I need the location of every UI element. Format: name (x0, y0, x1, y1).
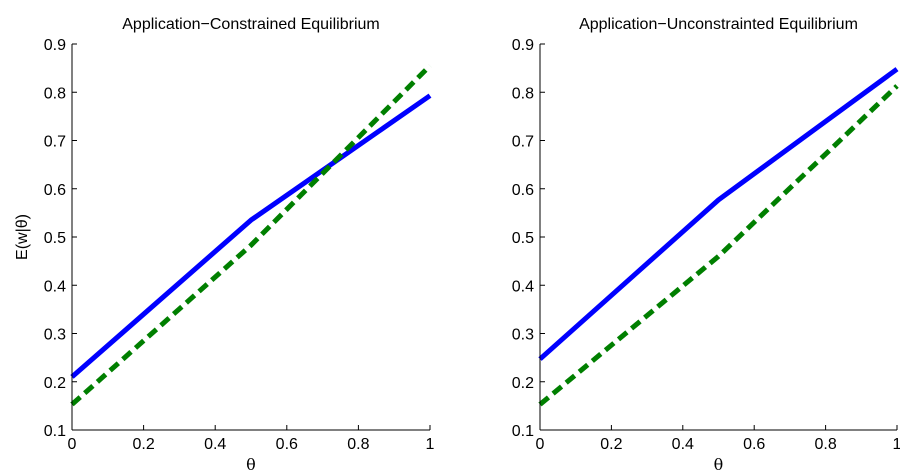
right-chart-x-tick-label: 0.2 (600, 436, 622, 453)
right-chart-xlabel: θ (714, 455, 724, 474)
right-chart-series-solid-blue-line (538, 67, 899, 361)
right-chart-x-tick-label: 1 (893, 436, 900, 453)
right-chart-y-tick-label: 0.8 (512, 85, 534, 102)
left-chart-y-tick-label: 0.5 (44, 230, 66, 247)
left-chart-y-tick-label: 0.6 (44, 182, 66, 199)
right-chart-x-tick-label: 0.6 (743, 436, 765, 453)
right-chart-y-tick-label: 0.2 (512, 375, 534, 392)
right-chart-y-tick-label: 0.3 (512, 327, 534, 344)
right-chart-y-tick-label: 0.1 (512, 423, 534, 440)
left-chart-x-tick-label: 0.6 (276, 436, 298, 453)
right-chart-title: Application−Unconstrainted Equilibrium (579, 16, 858, 33)
left-chart-y-tick-label: 0.7 (44, 134, 66, 151)
right-chart-y-tick-label: 0.4 (512, 278, 534, 295)
right-chart-y-tick-label: 0.5 (512, 230, 534, 247)
left-chart-series-dashed-green-line (70, 63, 432, 407)
left-chart-title: Application−Constrained Equilibrium (122, 16, 379, 33)
left-chart-ylabel: E(w|θ) (14, 214, 31, 260)
left-chart-y-tick-label: 0.2 (44, 375, 66, 392)
left-chart-x-tick-label: 0.8 (347, 436, 369, 453)
right-chart-x-tick-label: 0.4 (672, 436, 694, 453)
left-chart-panel: Application−Constrained Equilibrium E(w|… (14, 16, 435, 474)
left-chart-y-tick-label: 0.1 (44, 423, 66, 440)
left-chart-x-tick-label: 0 (68, 436, 77, 453)
right-chart-panel: Application−Unconstrainted Equilibrium θ… (512, 16, 900, 474)
right-chart-y-tick-label: 0.6 (512, 182, 534, 199)
left-chart-xlabel: θ (246, 455, 256, 474)
right-chart-x-tick-label: 0 (536, 436, 545, 453)
left-chart-y-tick-label: 0.8 (44, 85, 66, 102)
left-chart-y-tick-label: 0.3 (44, 327, 66, 344)
left-chart-x-tick-label: 1 (426, 436, 435, 453)
left-chart-y-tick-label: 0.9 (44, 37, 66, 54)
left-chart-x-tick-label: 0.4 (204, 436, 226, 453)
right-chart-series-dashed-green-line (538, 84, 899, 407)
left-chart-series-solid-blue-line (70, 93, 432, 379)
right-chart-x-tick-label: 0.8 (814, 436, 836, 453)
left-chart-y-tick-label: 0.4 (44, 278, 66, 295)
right-chart-y-tick-label: 0.9 (512, 37, 534, 54)
left-chart-x-tick-label: 0.2 (132, 436, 154, 453)
right-chart-y-tick-label: 0.7 (512, 134, 534, 151)
